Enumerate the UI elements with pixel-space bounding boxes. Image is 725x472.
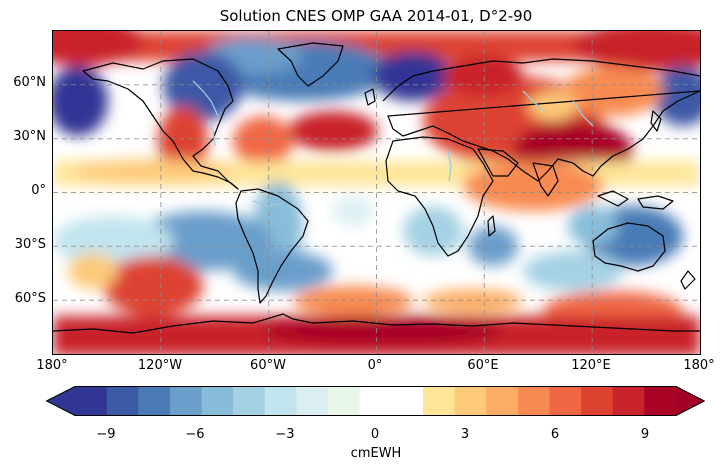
colorbar-segment: [422, 386, 456, 416]
lat-label-60s: 60°S: [14, 291, 46, 306]
anomaly-map: [53, 31, 700, 354]
lon-label-180e: 180°: [683, 358, 715, 373]
colorbar-segment: [233, 386, 266, 416]
lat-label-60n: 60°N: [13, 75, 46, 90]
colorbar-segment: [486, 386, 519, 416]
colorbar-segment: [169, 386, 203, 416]
colorbar-tick: 6: [550, 427, 560, 442]
colorbar-tick: −6: [185, 427, 205, 442]
colorbar-segment: [612, 386, 645, 416]
lon-label-60w: 60°W: [250, 358, 286, 373]
colorbar-segment: [75, 386, 108, 416]
colorbar-segment: [359, 386, 392, 416]
colorbar-tick: −9: [96, 427, 116, 442]
colorbar-segment: [391, 386, 424, 416]
lat-label-30n: 30°N: [13, 129, 46, 144]
colorbar-extend-min: [46, 386, 75, 416]
colorbar-tick: 3: [460, 427, 470, 442]
colorbar: [46, 386, 705, 416]
colorbar-tick: 0: [370, 427, 380, 442]
colorbar-segment: [296, 386, 329, 416]
colorbar-tick: 9: [640, 427, 650, 442]
colorbar-tick: −3: [275, 427, 295, 442]
colorbar-extend-max: [676, 386, 705, 416]
rivers: [192, 80, 594, 207]
lon-label-120e: 120°E: [571, 358, 611, 373]
map-title: Solution CNES OMP GAA 2014-01, D°2-90: [219, 7, 533, 25]
map-panel[interactable]: [52, 30, 701, 355]
lat-label-30s: 30°S: [14, 237, 46, 252]
colorbar-label: cmEWH: [350, 446, 402, 461]
coastlines: [53, 42, 700, 334]
colorbar-segment: [264, 386, 297, 416]
lon-label-0: 0°: [367, 358, 383, 373]
colorbar-segment: [581, 386, 614, 416]
lon-label-120w: 120°W: [137, 358, 183, 373]
colorbar-segment: [644, 386, 677, 416]
colorbar-segment: [454, 386, 487, 416]
colorbar-segment: [517, 386, 550, 416]
colorbar-segment: [328, 386, 361, 416]
colorbar-segment: [201, 386, 234, 416]
colorbar-segment: [138, 386, 171, 416]
colorbar-segment: [106, 386, 139, 416]
colorbar-segment: [549, 386, 582, 416]
lat-label-0: 0°: [31, 183, 46, 198]
lon-label-180w: 180°: [36, 358, 68, 373]
colorbar-outline: [46, 386, 705, 416]
lon-label-60e: 60°E: [467, 358, 499, 373]
